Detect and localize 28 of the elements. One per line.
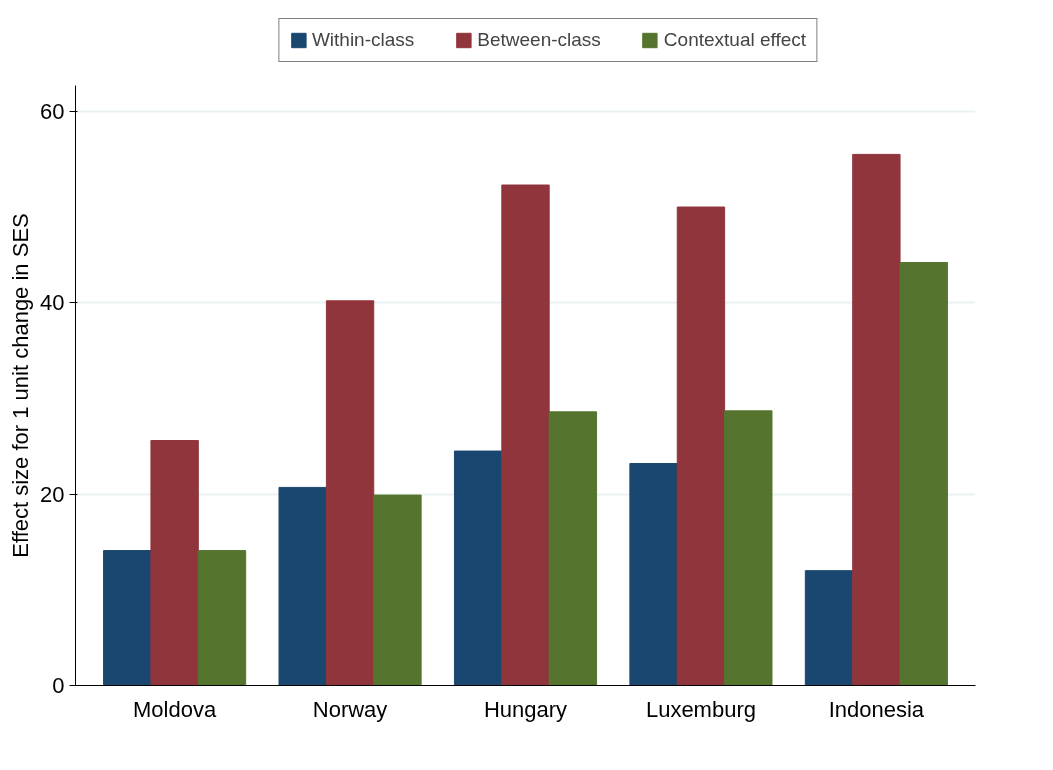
legend-label: Between-class xyxy=(477,29,601,51)
y-tick-label: 40 xyxy=(40,290,65,316)
bar xyxy=(629,462,678,686)
x-tick-label: Indonesia xyxy=(828,696,925,722)
y-tick-label: 0 xyxy=(52,673,65,698)
bar xyxy=(325,300,375,686)
legend-label: Within-class xyxy=(311,29,415,51)
x-tick-label: Hungary xyxy=(483,696,568,722)
bar xyxy=(548,411,598,686)
x-tick-label: Moldova xyxy=(133,696,217,722)
bar xyxy=(103,550,152,686)
bar xyxy=(197,550,247,686)
bar xyxy=(278,486,327,686)
bar xyxy=(899,262,948,686)
bar xyxy=(852,153,901,686)
y-tick-label: 60 xyxy=(40,98,65,124)
bar xyxy=(453,450,503,686)
bar xyxy=(804,570,854,686)
bar xyxy=(150,440,199,686)
y-axis-title: Effect size for 1 unit change in SES xyxy=(7,213,33,558)
bar xyxy=(724,410,773,686)
legend-label: Contextual effect xyxy=(663,29,807,51)
x-tick-label: Luxemburg xyxy=(645,696,756,722)
y-tick-label: 20 xyxy=(40,481,65,507)
bar xyxy=(676,206,726,686)
bar xyxy=(373,494,422,686)
x-tick-label: Norway xyxy=(312,696,388,722)
bar xyxy=(501,184,550,686)
